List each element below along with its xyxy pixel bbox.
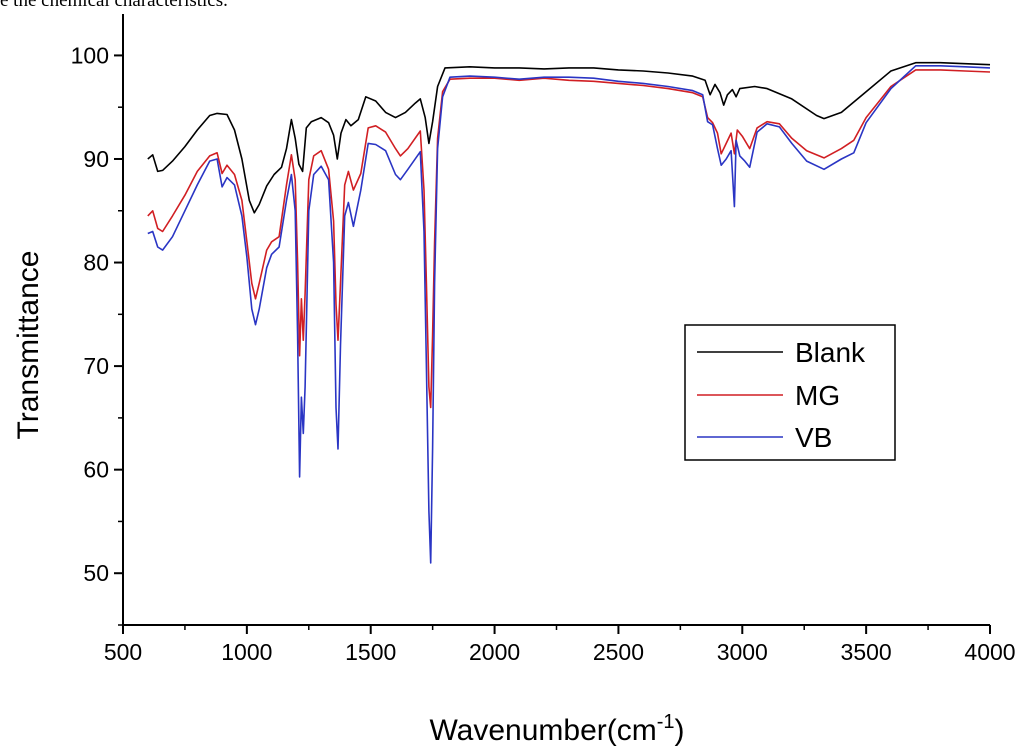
x-tick-label: 500 bbox=[104, 639, 142, 665]
legend-label-blank: Blank bbox=[795, 337, 866, 368]
series-line-blank bbox=[147, 61, 991, 214]
top-caption-text: e the chemical characteristics. bbox=[0, 0, 228, 11]
series-group bbox=[147, 61, 991, 564]
x-axis-title-superscript: -1 bbox=[657, 711, 675, 733]
x-tick-label: 3500 bbox=[841, 639, 892, 665]
legend: Blank MG VB bbox=[684, 324, 896, 461]
series-line-vb bbox=[147, 65, 991, 564]
y-tick-label: 50 bbox=[83, 560, 109, 586]
y-tick-label: 60 bbox=[83, 457, 109, 483]
y-tick-label: 100 bbox=[71, 42, 109, 68]
legend-label-vb: VB bbox=[795, 422, 832, 453]
y-tick-label: 90 bbox=[83, 146, 109, 172]
x-axis-title-main: Wavenumber(cm bbox=[429, 714, 656, 747]
series-line-mg bbox=[147, 69, 991, 409]
x-tick-label: 3000 bbox=[717, 639, 768, 665]
x-axis-title-end: ) bbox=[675, 714, 685, 747]
axes-group: 500 1000 1500 2000 2500 3000 3500 4000 50 60 70 80 9… bbox=[71, 14, 1016, 665]
y-tick-label: 80 bbox=[83, 250, 109, 276]
x-tick-label: 4000 bbox=[964, 639, 1015, 665]
x-tick-label: 1000 bbox=[221, 639, 272, 665]
x-axis-title: Wavenumber(cm-1) bbox=[429, 711, 684, 747]
x-tick-label: 1500 bbox=[345, 639, 396, 665]
y-tick-label: 70 bbox=[83, 353, 109, 379]
y-axis-title: Transmittance bbox=[12, 251, 45, 440]
x-tick-label: 2000 bbox=[469, 639, 520, 665]
x-tick-label: 2500 bbox=[593, 639, 644, 665]
legend-label-mg: MG bbox=[795, 380, 840, 411]
